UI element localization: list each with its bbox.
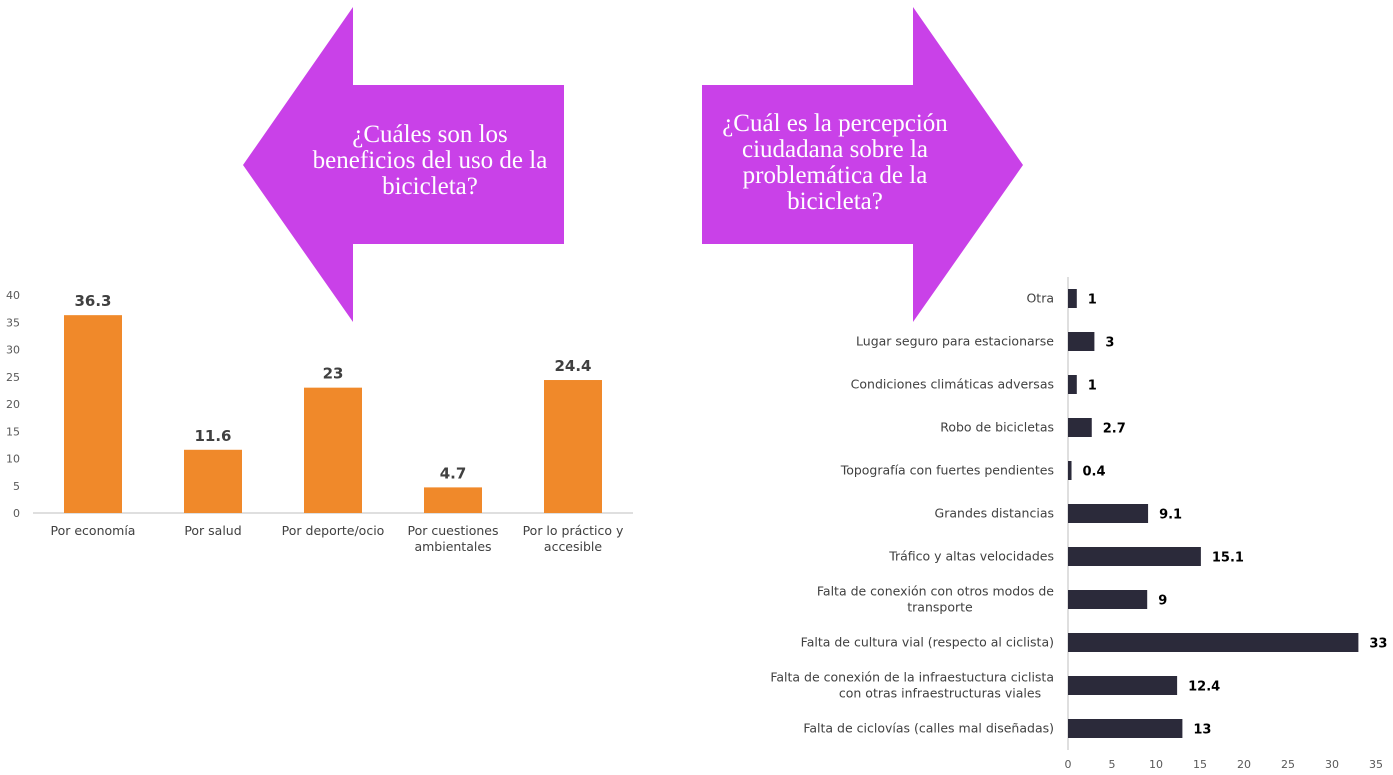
bar — [1068, 332, 1095, 351]
bar — [304, 387, 362, 513]
category-label: Tráfico y altas velocidades — [888, 549, 1054, 564]
data-label: 4.7 — [440, 464, 467, 482]
y-tick-label: 25 — [6, 371, 20, 384]
y-tick-label: 10 — [6, 453, 20, 466]
category-label: Por salud — [184, 523, 241, 538]
bar — [544, 380, 602, 513]
data-label: 9 — [1158, 594, 1167, 609]
data-label: 15.1 — [1212, 551, 1244, 566]
category-label: Falta de ciclovías (calles mal diseñadas… — [803, 721, 1054, 736]
data-label: 12.4 — [1188, 680, 1220, 695]
bar — [1068, 418, 1092, 437]
x-tick-label: 5 — [1109, 758, 1116, 771]
data-label: 11.6 — [194, 427, 231, 445]
right-arrow-text: ¿Cuál es la percepción ciudadana sobre l… — [722, 110, 948, 215]
y-tick-label: 5 — [13, 480, 20, 493]
category-label: Falta de conexión de la infraestuctura c… — [770, 670, 1054, 701]
data-label: 1 — [1088, 293, 1097, 308]
category-label: Grandes distancias — [935, 506, 1054, 521]
bar — [1068, 547, 1201, 566]
data-label: 23 — [323, 365, 344, 383]
y-tick-label: 20 — [6, 398, 20, 411]
data-label: 1 — [1088, 379, 1097, 394]
data-label: 3 — [1105, 336, 1114, 351]
bar — [1068, 504, 1149, 523]
data-label: 13 — [1193, 723, 1211, 738]
data-label: 24.4 — [554, 357, 591, 375]
bar — [1068, 289, 1077, 308]
x-tick-label: 30 — [1325, 758, 1339, 771]
category-label: Por deporte/ocio — [282, 523, 385, 538]
category-label: Otra — [1026, 291, 1054, 306]
category-label: Por lo práctico y accesible — [523, 523, 624, 554]
data-label: 9.1 — [1159, 508, 1182, 523]
bar — [1068, 375, 1077, 394]
bar — [1068, 676, 1178, 695]
category-label: Topografía con fuertes pendientes — [840, 463, 1054, 478]
x-tick-label: 25 — [1281, 758, 1295, 771]
category-label: Condiciones climáticas adversas — [851, 377, 1054, 392]
y-tick-label: 15 — [6, 425, 20, 438]
y-tick-label: 40 — [6, 289, 20, 302]
category-label: Por cuestiones ambientales — [408, 523, 499, 554]
y-tick-label: 35 — [6, 316, 20, 329]
left-arrow-text: ¿Cuáles son los beneficios del uso de la… — [312, 121, 548, 200]
bar — [424, 487, 482, 513]
bar — [1068, 461, 1072, 480]
category-label: Por economía — [51, 523, 136, 538]
bar — [64, 315, 122, 513]
x-tick-label: 15 — [1193, 758, 1207, 771]
bar — [1068, 633, 1359, 652]
data-label: 36.3 — [74, 292, 111, 310]
category-label: Falta de cultura vial (respecto al cicli… — [801, 635, 1054, 650]
category-label: Falta de conexión con otros modos de tran… — [817, 584, 1054, 615]
category-label: Lugar seguro para estacionarse — [856, 334, 1054, 349]
bar — [1068, 719, 1183, 738]
bar — [1068, 590, 1148, 609]
x-tick-label: 35 — [1369, 758, 1383, 771]
bar — [184, 449, 242, 513]
y-tick-label: 30 — [6, 344, 20, 357]
x-tick-label: 20 — [1237, 758, 1251, 771]
y-tick-label: 0 — [13, 507, 20, 520]
data-label: 0.4 — [1083, 465, 1106, 480]
x-tick-label: 0 — [1065, 758, 1072, 771]
category-label: Robo de bicicletas — [940, 420, 1054, 435]
data-label: 33 — [1369, 637, 1387, 652]
x-tick-label: 10 — [1149, 758, 1163, 771]
data-label: 2.7 — [1103, 422, 1126, 437]
